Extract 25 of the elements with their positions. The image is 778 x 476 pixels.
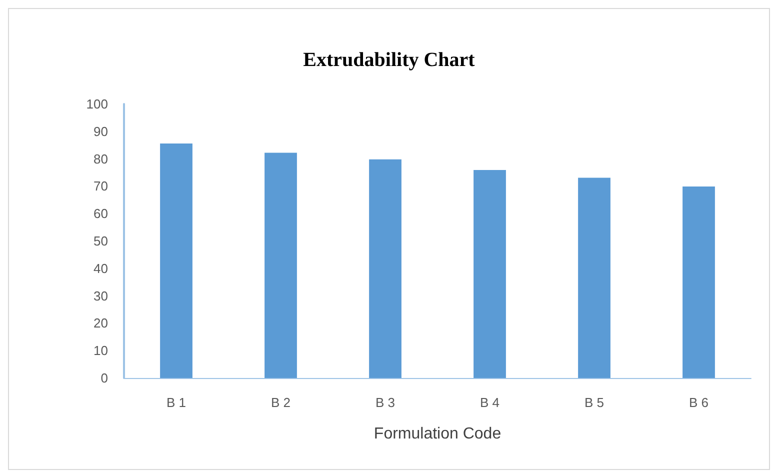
y-tick-label: 100 (86, 96, 108, 112)
x-tick-label: B 2 (270, 395, 291, 410)
bar (474, 170, 506, 378)
x-tick-label: B 4 (480, 395, 500, 410)
bar (264, 152, 297, 378)
y-tick-label: 30 (94, 288, 108, 304)
chart-title: Extrudability Chart (303, 49, 476, 71)
y-tick-label: 70 (94, 178, 108, 194)
bar (369, 159, 402, 378)
x-tick-label: B 6 (688, 395, 709, 410)
x-tick-label: B 1 (166, 395, 186, 410)
x-tick-label: B 3 (375, 395, 396, 410)
y-tick-label: 60 (94, 206, 108, 222)
y-tick-label: 40 (94, 260, 108, 276)
y-tick-label: 50 (94, 234, 108, 248)
y-tick-label: 90 (94, 124, 108, 139)
bar (682, 186, 715, 378)
bar (160, 143, 192, 378)
y-tick-label: 10 (94, 343, 108, 358)
y-tick-label: 80 (94, 151, 108, 166)
y-tick-label: 20 (94, 316, 108, 331)
bar (578, 178, 610, 378)
x-tick-label: B 5 (584, 395, 604, 410)
y-tick-label: 0 (100, 370, 108, 386)
x-axis-title: Formulation Code (374, 426, 502, 442)
